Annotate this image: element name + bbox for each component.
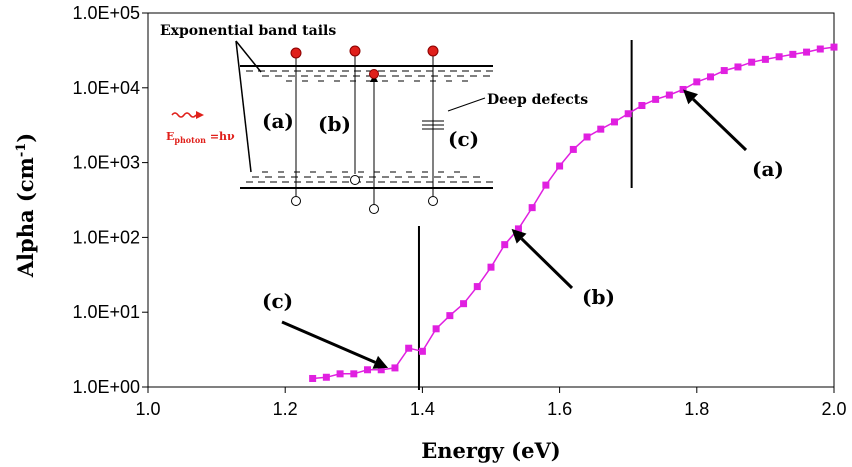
data-point — [638, 101, 646, 109]
data-points — [309, 43, 838, 382]
y-tick-label: 1.0E+05 — [72, 3, 140, 23]
data-point — [720, 67, 728, 75]
data-point — [583, 133, 591, 141]
electron-b2 — [369, 69, 379, 79]
data-point — [789, 50, 797, 58]
annotation-label: (b) — [582, 285, 615, 309]
data-point — [665, 91, 673, 99]
data-point — [418, 347, 426, 355]
y-axis-label: Alpha (cm-1) — [13, 133, 38, 278]
deep-defects-label: Deep defects — [487, 92, 588, 108]
annotations: (c) (b) (a) — [262, 89, 784, 369]
data-point — [734, 63, 742, 71]
data-point — [597, 125, 605, 133]
x-tick-label: 1.8 — [684, 399, 709, 419]
y-tick-label: 1.0E+02 — [72, 227, 140, 247]
electron-a — [290, 47, 302, 59]
inset-title-pointer-2 — [235, 40, 252, 173]
data-point — [542, 181, 550, 189]
data-point — [816, 45, 824, 53]
x-tick-label: 1.0 — [135, 399, 160, 419]
x-tick-label: 2.0 — [821, 399, 846, 419]
data-point — [391, 364, 399, 372]
data-point — [528, 204, 536, 212]
annotation-label: (c) — [262, 289, 293, 313]
annotation-label: (a) — [752, 157, 784, 181]
data-point — [610, 118, 618, 126]
annotation-arrowhead — [683, 89, 699, 105]
data-point — [336, 370, 344, 378]
data-point — [803, 48, 811, 56]
x-axis-label: Energy (eV) — [421, 438, 560, 463]
electron-c — [427, 45, 439, 57]
data-point — [624, 110, 632, 118]
data-point — [473, 283, 481, 291]
data-point — [707, 73, 715, 81]
x-tick-label: 1.4 — [410, 399, 435, 419]
data-point — [652, 95, 660, 103]
hole-b — [350, 175, 360, 185]
photon-arrow-icon — [196, 111, 204, 119]
x-tick-label: 1.2 — [273, 399, 298, 419]
data-point — [761, 55, 769, 63]
y-tick-label: 1.0E+03 — [72, 153, 140, 173]
data-point — [405, 344, 413, 352]
data-point — [322, 373, 330, 381]
data-point — [693, 78, 701, 86]
annotation-arrowhead — [372, 355, 389, 369]
photon-label: Ephoton =hν — [166, 130, 235, 145]
x-axis: 1.0 1.2 1.4 1.6 1.8 2.0 — [135, 387, 847, 419]
y-tick-label: 1.0E+04 — [72, 78, 140, 98]
photon-wave-icon — [171, 112, 197, 118]
data-point — [830, 43, 838, 51]
inset-label-c: (c) — [448, 127, 479, 151]
y-tick-label: 1.0E+00 — [72, 377, 140, 397]
data-point — [350, 370, 358, 378]
data-point — [309, 374, 317, 382]
y-tick-label: 1.0E+01 — [72, 302, 140, 322]
annotation-arrow — [520, 237, 574, 290]
data-point — [501, 241, 509, 249]
annotation-arrow — [281, 320, 376, 364]
data-point — [432, 325, 440, 333]
electron-b — [349, 45, 361, 57]
x-tick-label: 1.6 — [547, 399, 572, 419]
data-point — [556, 162, 564, 170]
inset-label-a: (a) — [262, 109, 294, 133]
hole-a — [291, 196, 301, 206]
data-point — [446, 312, 454, 320]
y-axis: 1.0E+00 1.0E+01 1.0E+02 1.0E+03 1.0E+04 1.0E+… — [72, 3, 148, 397]
hole-b2 — [369, 204, 379, 214]
hole-c — [428, 196, 438, 206]
valence-band-tails — [246, 171, 493, 183]
data-point — [377, 366, 385, 374]
plot-area — [147, 12, 835, 388]
data-point — [487, 263, 495, 271]
annotation-arrowhead — [511, 228, 527, 244]
deep-defects-pointer — [447, 97, 486, 112]
data-point — [514, 225, 522, 233]
band-diagram-inset: Exponential band tails Deep defects — [160, 23, 588, 214]
inset-title: Exponential band tails — [160, 23, 336, 39]
data-point — [569, 145, 577, 153]
data-point — [775, 53, 783, 61]
data-point — [460, 300, 468, 308]
data-point — [364, 366, 372, 374]
inset-label-b: (b) — [318, 112, 351, 136]
annotation-arrow — [692, 98, 748, 152]
data-point — [748, 58, 756, 66]
